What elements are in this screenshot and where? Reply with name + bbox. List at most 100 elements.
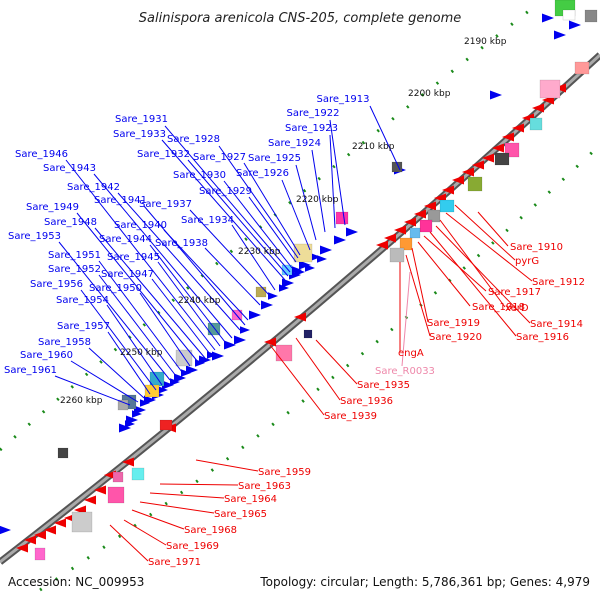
feature-box-grey xyxy=(71,511,93,533)
feature-box-orange xyxy=(399,237,413,251)
gene-label: Sare_1959 xyxy=(258,467,311,478)
reverse-gene-arrow xyxy=(472,160,484,170)
feature-box-grey xyxy=(117,399,129,411)
gene-labels: Sare_1913 Sare_1922 Sare_1923 Sare_1924 Sare… xyxy=(4,94,585,568)
gene-label: Sare_1968 xyxy=(184,525,237,536)
gene-features xyxy=(0,0,598,561)
feature-box-white xyxy=(562,9,576,21)
leader-line xyxy=(429,231,517,337)
leader-line xyxy=(248,196,297,263)
gene-label: Sare_1969 xyxy=(166,541,219,552)
gene-label: Sare_1913 xyxy=(317,94,370,105)
leader-line xyxy=(204,247,261,306)
kbp-label: 2200 kbp xyxy=(408,89,451,99)
leader-line xyxy=(405,254,431,337)
gene-label: Sare_1948 xyxy=(44,217,97,228)
gene-label: Sare_1934 xyxy=(181,215,234,226)
forward-gene-arrow xyxy=(125,420,135,428)
leader-line xyxy=(423,235,487,292)
leader-line xyxy=(139,292,191,367)
reverse-gene-arrow xyxy=(264,337,276,347)
gene-label: Sare_1920 xyxy=(429,332,482,343)
gene-label: Sare_1931 xyxy=(115,114,168,125)
gene-label: Sare_1912 xyxy=(532,277,585,288)
kbp-scale-labels: 2190 kbp 2200 kbp 2210 kbp 2220 kbp 2230 kbp… xyxy=(60,37,507,406)
leader-line xyxy=(143,205,246,326)
gene-label: Sare_1927 xyxy=(193,152,246,163)
leader-line xyxy=(131,509,185,530)
kbp-label: 2190 kbp xyxy=(464,37,507,47)
reverse-gene-arrow xyxy=(122,457,134,467)
feature-box-dark xyxy=(494,152,510,166)
gene-label: Sare_1922 xyxy=(287,108,340,119)
feature-box-navy xyxy=(303,329,313,339)
leader-line xyxy=(281,179,311,251)
forward-gene-arrow xyxy=(346,227,358,237)
gene-label: Sare_1933 xyxy=(113,129,166,140)
leader-line xyxy=(435,225,531,324)
gene-label: Sare_1961 xyxy=(4,365,57,376)
feature-box-magenta xyxy=(107,486,125,504)
reverse-gene-arrow xyxy=(84,495,96,505)
reverse-gene-arrow xyxy=(294,312,306,322)
leader-line xyxy=(454,204,516,261)
leader-line xyxy=(88,347,145,399)
reverse-gene-arrow xyxy=(502,132,514,142)
reverse-gene-arrow xyxy=(376,240,388,250)
map-title: Salinispora arenicola CNS-205, complete … xyxy=(139,11,461,26)
gene-label: Sare_1916 xyxy=(516,332,569,343)
reverse-gene-arrow xyxy=(44,525,56,535)
kbp-label: 2220 kbp xyxy=(296,195,339,205)
feature-box-cyan xyxy=(149,371,165,387)
gene-label: Sare_1928 xyxy=(167,134,220,145)
forward-gene-arrow xyxy=(261,300,273,310)
reverse-gene-arrow xyxy=(414,209,426,219)
gene-label: Sare_1941 xyxy=(94,195,147,206)
gc-dots-outer xyxy=(0,8,531,452)
leader-line xyxy=(329,134,336,229)
kbp-label: 2210 kbp xyxy=(352,142,395,152)
leader-line xyxy=(80,289,157,391)
gene-label: Sare_1929 xyxy=(199,186,252,197)
gene-label: Sare_1919 xyxy=(427,318,480,329)
accession-label: Accession: NC_009953 xyxy=(8,575,144,589)
feature-box-dark xyxy=(391,161,403,173)
reverse-gene-arrow xyxy=(492,143,504,153)
forward-gene-arrow xyxy=(279,284,289,292)
reverse-gene-arrow xyxy=(452,175,464,185)
feature-box-cyan xyxy=(529,117,543,131)
leader-line xyxy=(159,483,239,486)
gene-label: Sare_1917 xyxy=(488,287,541,298)
gene-label: Sare_1953 xyxy=(8,231,61,242)
forward-gene-arrow xyxy=(295,268,305,276)
forward-gene-arrow xyxy=(158,386,168,394)
gene-label: Sare_1932 xyxy=(137,149,190,160)
reverse-gene-arrow xyxy=(424,201,436,211)
gene-label: pyrG xyxy=(515,256,539,267)
leader-line xyxy=(295,164,317,241)
gene-label: Sare_1950 xyxy=(89,283,142,294)
forward-gene-arrow xyxy=(249,310,261,320)
forward-gene-arrow xyxy=(490,90,502,100)
feature-box-yellow xyxy=(144,384,160,398)
reverse-gene-arrow xyxy=(532,103,544,113)
gc-dots-inner xyxy=(39,143,600,592)
forward-gene-arrow xyxy=(240,326,250,334)
reverse-gene-arrow xyxy=(54,518,66,528)
forward-gene-arrow xyxy=(119,423,131,433)
feature-box-blue xyxy=(409,227,421,239)
gene-label: Sare_1938 xyxy=(155,238,208,249)
forward-gene-arrow xyxy=(140,399,150,407)
forward-gene-arrow xyxy=(305,264,315,272)
gene-label: engA xyxy=(398,348,424,359)
forward-gene-arrow xyxy=(162,380,174,390)
gene-label: Sare_1936 xyxy=(340,396,393,407)
leader-line xyxy=(151,278,211,355)
leader-line xyxy=(231,224,276,291)
forward-gene-arrow xyxy=(181,369,191,377)
leader-line xyxy=(54,375,131,406)
leader-line xyxy=(94,227,206,359)
kbp-label: 2230 kbp xyxy=(238,247,281,257)
leader-line xyxy=(157,261,221,347)
